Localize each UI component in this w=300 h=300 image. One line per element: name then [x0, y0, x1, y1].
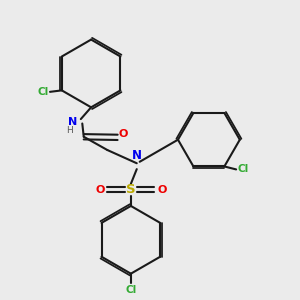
Text: Cl: Cl — [125, 285, 136, 295]
Text: O: O — [157, 185, 167, 195]
Text: S: S — [126, 183, 136, 196]
Text: Cl: Cl — [238, 164, 249, 174]
Text: O: O — [119, 129, 128, 140]
Text: O: O — [95, 185, 105, 195]
Text: Cl: Cl — [37, 87, 48, 97]
Text: H: H — [66, 126, 73, 135]
Text: N: N — [132, 149, 142, 162]
Text: N: N — [68, 117, 77, 127]
